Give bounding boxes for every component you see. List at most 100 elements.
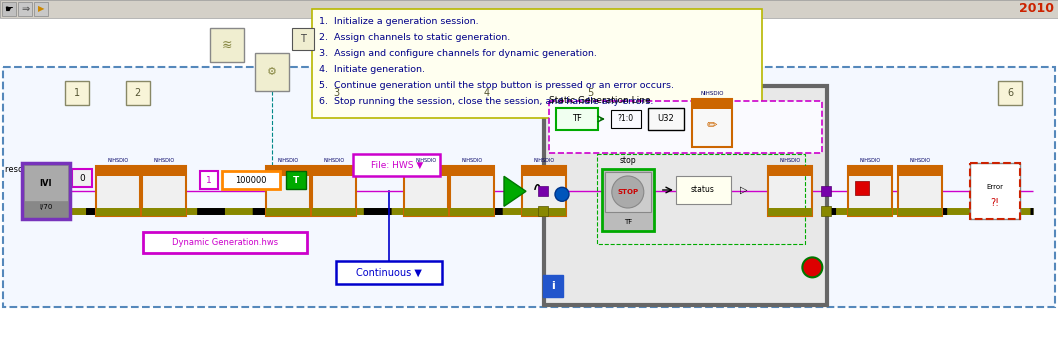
Bar (898, 166, 942, 216)
Circle shape (555, 187, 569, 201)
Bar (692, 99, 732, 147)
Text: 3: 3 (333, 88, 340, 98)
Text: NIHSDIO: NIHSDIO (108, 158, 129, 163)
Text: 5: 5 (587, 88, 594, 98)
Bar (970, 163, 1020, 219)
Bar (222, 171, 280, 189)
Bar (537, 186, 548, 196)
Bar (0, 0, 1058, 18)
Text: 1: 1 (74, 88, 80, 98)
Text: 1.  Initialize a generation session.: 1. Initialize a generation session. (320, 17, 478, 26)
Text: i: i (551, 282, 554, 291)
Text: ☛: ☛ (4, 4, 14, 14)
Bar (18, 2, 32, 16)
Bar (475, 81, 498, 105)
Text: Continuous ▼: Continuous ▼ (357, 268, 422, 278)
Text: NIHSDIO: NIHSDIO (700, 91, 724, 96)
Text: NIHSDIO: NIHSDIO (153, 158, 175, 163)
Text: NIHSDIO: NIHSDIO (780, 158, 801, 163)
Text: 5.  Continue generation until the stop button is pressed or an error occurs.: 5. Continue generation until the stop bu… (320, 81, 674, 90)
Bar (602, 169, 654, 231)
Bar (579, 81, 602, 105)
Bar (2, 2, 16, 16)
Text: Dynamic Generation.hws: Dynamic Generation.hws (171, 238, 278, 247)
Bar (544, 86, 827, 305)
Bar (404, 166, 448, 216)
Bar (549, 101, 822, 153)
Bar (768, 166, 811, 216)
Bar (821, 206, 832, 216)
Text: ≋: ≋ (222, 39, 233, 52)
Bar (450, 166, 494, 176)
Text: ⚙: ⚙ (267, 67, 277, 77)
Bar (450, 208, 494, 216)
Bar (555, 108, 598, 130)
Text: NIHSDIO: NIHSDIO (533, 158, 554, 163)
Bar (312, 166, 355, 176)
Text: ?1:0: ?1:0 (618, 114, 634, 124)
Text: 4.  Initiate generation.: 4. Initiate generation. (320, 65, 425, 74)
Bar (898, 166, 942, 176)
Bar (676, 176, 731, 204)
Bar (142, 166, 186, 216)
Bar (353, 154, 440, 176)
Text: TF: TF (623, 219, 632, 225)
Bar (537, 206, 548, 216)
Bar (970, 163, 1020, 219)
Text: T: T (293, 176, 299, 185)
Text: ▶: ▶ (38, 5, 44, 13)
Text: ✏: ✏ (707, 119, 717, 132)
Text: TF: TF (572, 114, 582, 124)
Bar (605, 172, 651, 212)
Text: STOP: STOP (617, 189, 638, 195)
Bar (24, 165, 68, 201)
Bar (768, 208, 811, 216)
Bar (209, 28, 244, 62)
Bar (286, 171, 306, 189)
Bar (96, 208, 140, 216)
Text: Static Generation Line: Static Generation Line (549, 96, 651, 105)
Text: NIHSDIO: NIHSDIO (277, 158, 298, 163)
Text: NIHSDIO: NIHSDIO (910, 158, 931, 163)
Bar (126, 81, 149, 105)
Bar (66, 81, 89, 105)
Bar (3, 67, 1055, 307)
Bar (96, 166, 140, 216)
Circle shape (802, 257, 822, 277)
Text: 0: 0 (79, 174, 85, 183)
Text: 2.  Assign channels to static generation.: 2. Assign channels to static generation. (320, 33, 510, 42)
Bar (142, 208, 186, 216)
Text: File: HWS ▼: File: HWS ▼ (370, 160, 423, 170)
Bar (999, 81, 1022, 105)
Text: resource name: resource name (5, 165, 69, 174)
Bar (325, 81, 348, 105)
Polygon shape (504, 176, 526, 206)
Text: T: T (300, 34, 306, 44)
Text: 6.  Stop running the session, close the session, and handle any errors.: 6. Stop running the session, close the s… (320, 97, 654, 106)
Bar (255, 53, 289, 91)
Bar (849, 208, 892, 216)
Text: 3.  Assign and configure channels for dynamic generation.: 3. Assign and configure channels for dyn… (320, 49, 597, 58)
Bar (34, 2, 48, 16)
Text: NIHSDIO: NIHSDIO (859, 158, 880, 163)
Bar (597, 154, 805, 244)
Text: I/70: I/70 (39, 204, 53, 210)
Bar (610, 110, 641, 128)
Bar (768, 166, 811, 176)
Text: NIHSDIO: NIHSDIO (461, 158, 482, 163)
Text: NIHSDIO: NIHSDIO (416, 158, 437, 163)
Bar (543, 276, 563, 297)
Text: 2010: 2010 (1019, 2, 1054, 15)
Bar (96, 166, 140, 176)
Bar (522, 208, 566, 216)
Bar (849, 166, 892, 216)
Bar (849, 166, 892, 176)
Bar (200, 171, 218, 189)
Bar (22, 163, 70, 219)
Bar (522, 166, 566, 176)
Bar (0, 0, 1058, 18)
Text: ▷: ▷ (740, 185, 748, 195)
Bar (522, 166, 566, 216)
Bar (336, 261, 442, 284)
Bar (266, 166, 310, 176)
